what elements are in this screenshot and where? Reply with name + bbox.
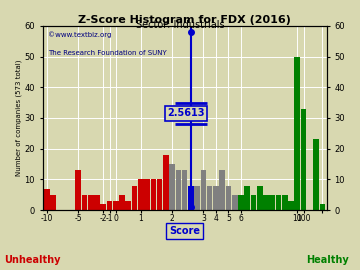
Bar: [50, 195, 56, 210]
Bar: [219, 170, 225, 210]
Bar: [320, 204, 325, 210]
Bar: [263, 195, 269, 210]
Bar: [282, 195, 288, 210]
Bar: [132, 185, 138, 210]
Bar: [94, 195, 100, 210]
Bar: [226, 185, 231, 210]
Text: 2.5613: 2.5613: [167, 108, 204, 118]
Bar: [82, 195, 87, 210]
Text: Healthy: Healthy: [306, 255, 349, 265]
Title: Z-Score Histogram for FDX (2016): Z-Score Histogram for FDX (2016): [78, 15, 291, 25]
Bar: [75, 170, 81, 210]
Bar: [119, 195, 125, 210]
Bar: [44, 189, 50, 210]
Bar: [232, 195, 238, 210]
Bar: [313, 140, 319, 210]
Text: ©www.textbiz.org: ©www.textbiz.org: [48, 31, 112, 38]
Y-axis label: Number of companies (573 total): Number of companies (573 total): [15, 60, 22, 176]
Bar: [213, 185, 219, 210]
Bar: [276, 195, 282, 210]
Text: Sector: Industrials: Sector: Industrials: [136, 20, 224, 30]
Bar: [194, 185, 200, 210]
Bar: [107, 201, 112, 210]
Bar: [244, 185, 250, 210]
Text: Unhealthy: Unhealthy: [4, 255, 60, 265]
Bar: [144, 180, 150, 210]
Bar: [126, 201, 131, 210]
Bar: [251, 195, 256, 210]
Bar: [257, 185, 262, 210]
X-axis label: Score: Score: [169, 226, 200, 236]
Bar: [100, 204, 106, 210]
Bar: [294, 56, 300, 210]
Bar: [288, 201, 294, 210]
Bar: [150, 180, 156, 210]
Bar: [157, 180, 162, 210]
Bar: [201, 170, 206, 210]
Bar: [238, 195, 244, 210]
Text: The Research Foundation of SUNY: The Research Foundation of SUNY: [48, 50, 167, 56]
Bar: [207, 185, 212, 210]
Bar: [169, 164, 175, 210]
Bar: [88, 195, 94, 210]
Bar: [182, 170, 188, 210]
Bar: [188, 185, 194, 210]
Bar: [113, 201, 118, 210]
Bar: [269, 195, 275, 210]
Bar: [301, 109, 306, 210]
Bar: [176, 170, 181, 210]
Bar: [163, 155, 169, 210]
Bar: [138, 180, 144, 210]
